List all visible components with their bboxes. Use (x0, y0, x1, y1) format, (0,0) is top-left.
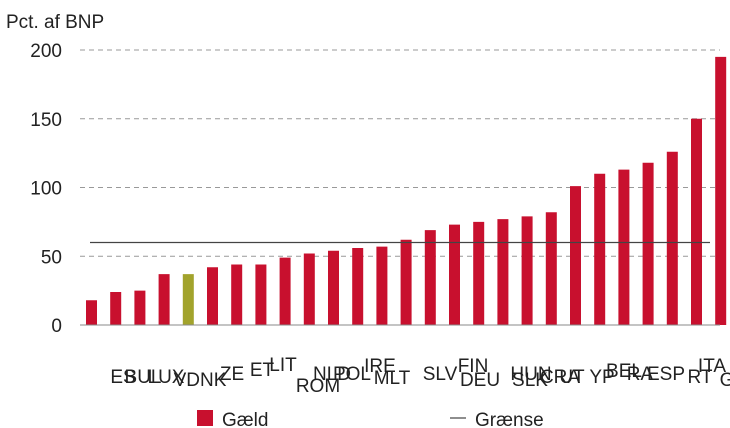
bar-26 (715, 56, 727, 325)
x-tick-7: ROM (296, 376, 340, 397)
bar-16 (473, 221, 485, 325)
x-tick-0: ES (110, 367, 135, 388)
y-tick-labels: 0 50 100 150 200 (30, 41, 62, 337)
bar-14 (424, 230, 436, 325)
bar-17 (497, 219, 509, 325)
legend-label-gaeld: Gæld (222, 410, 268, 428)
bar-22 (618, 169, 630, 325)
bar-0 (86, 300, 97, 325)
y-tick-100: 100 (30, 179, 62, 200)
x-tick-14: DEU (460, 370, 500, 391)
bar-24 (666, 151, 678, 325)
y-tick-50: 50 (41, 247, 62, 268)
bar-21 (594, 173, 606, 325)
gridlines (80, 49, 720, 257)
legend: Gæld Grænse (197, 410, 544, 428)
x-tick-23: RT (688, 367, 713, 388)
bar-20 (570, 186, 581, 325)
x-tick-6: LIT (269, 355, 297, 376)
bar-19 (545, 212, 557, 325)
x-tick-11: MLT (374, 368, 411, 389)
bar-2 (134, 290, 146, 325)
x-tick-24: ITA (698, 356, 726, 377)
bar-15 (449, 224, 460, 325)
bar-6 (231, 264, 243, 325)
x-tick-8: NLD (313, 364, 351, 385)
bar-23 (642, 162, 654, 325)
x-tick-12: SLV (423, 364, 458, 385)
bar-25 (691, 118, 702, 325)
y-tick-150: 150 (30, 110, 62, 131)
bar-9 (303, 253, 315, 325)
x-tick-13: FIN (458, 356, 489, 377)
x-tick-19: YP (589, 367, 614, 388)
x-tick-17: CRA (540, 367, 580, 388)
bar-5 (207, 267, 218, 325)
x-tick-20: BEL (606, 361, 642, 382)
legend-swatch-gaeld (197, 410, 213, 426)
x-tick-5: ET (250, 360, 275, 381)
y-tick-0: 0 (51, 316, 62, 337)
bar-18 (521, 216, 533, 325)
x-tick-15: SLK (512, 370, 548, 391)
x-tick-25: G (720, 370, 730, 391)
bar-8 (279, 257, 291, 325)
bar-1 (110, 292, 122, 325)
x-tick-22: ESP (647, 364, 685, 385)
x-tick-18: UT (559, 367, 585, 388)
bar-4 (182, 274, 194, 325)
x-tick-3: VDNK (174, 370, 227, 391)
x-tick-1: BUL (125, 367, 162, 388)
bar-3 (158, 274, 170, 325)
bar-7 (255, 264, 267, 325)
x-tick-9: POL (333, 364, 371, 385)
y-tick-200: 200 (30, 41, 62, 62)
bars (86, 56, 727, 325)
bar-12 (376, 246, 388, 325)
x-tick-16: HUN (510, 364, 551, 385)
bar-10 (328, 250, 339, 325)
y-axis-label: Pct. af BNP (6, 12, 104, 33)
x-tick-21: RA (627, 364, 654, 385)
legend-label-graense: Grænse (475, 410, 544, 428)
x-tick-4: ZE (220, 364, 244, 385)
bar-11 (352, 248, 364, 325)
bar-13 (400, 239, 412, 325)
x-tick-2: LUX (148, 367, 185, 388)
x-tick-10: IRE (364, 356, 396, 377)
